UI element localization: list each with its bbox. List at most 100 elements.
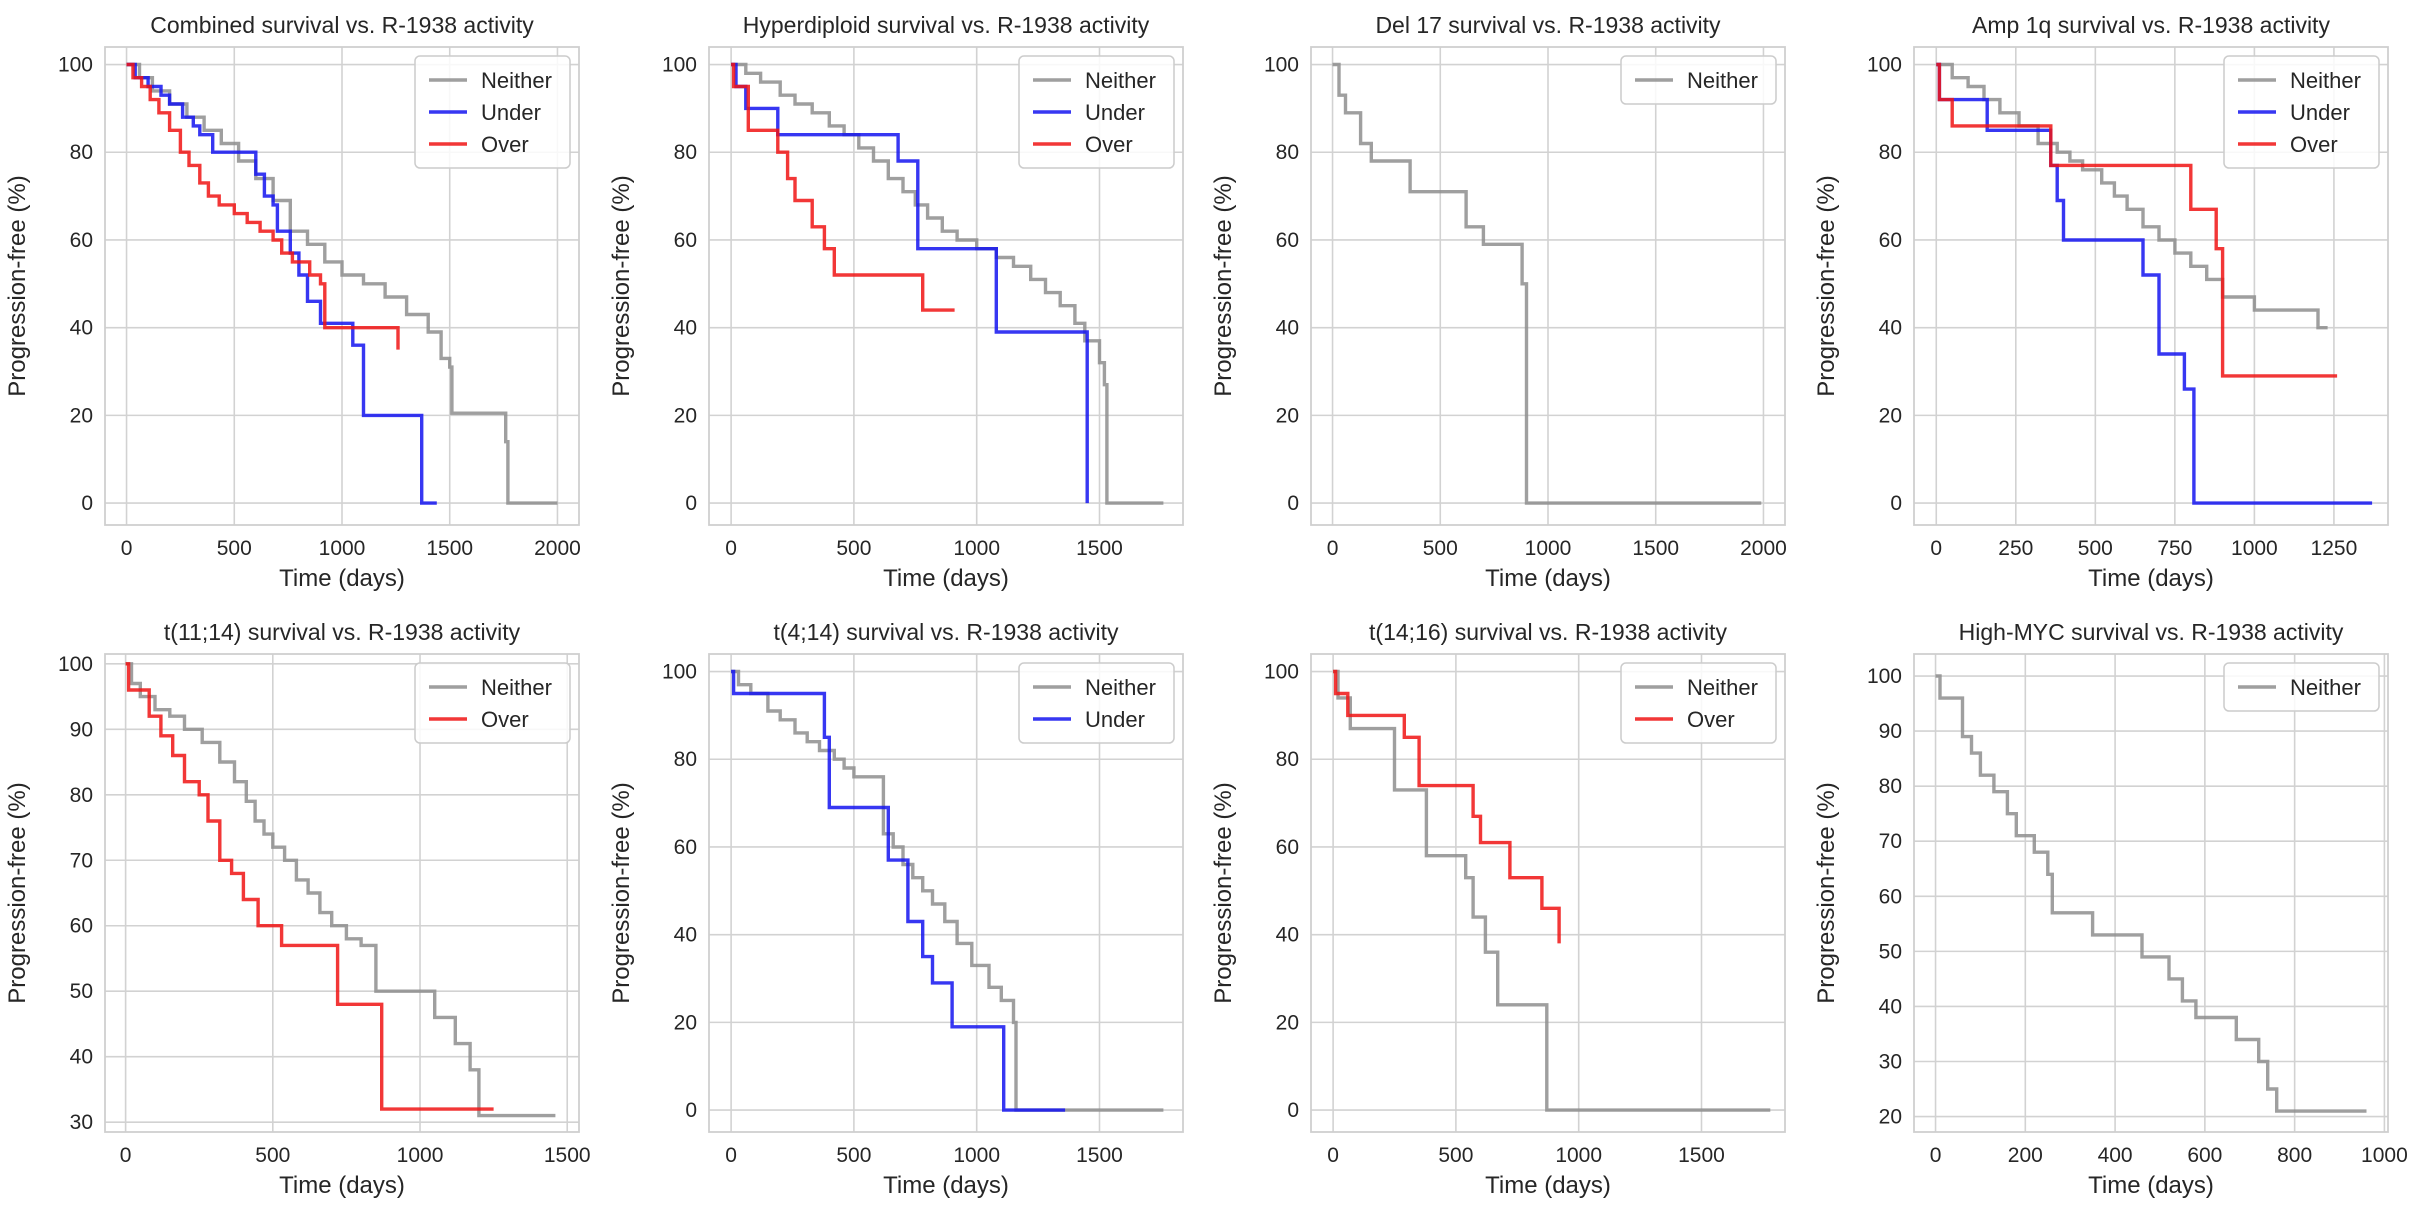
legend-label: Under	[481, 100, 541, 125]
y-tick-label: 0	[685, 492, 697, 515]
legend-label: Neither	[2290, 675, 2361, 700]
legend: Neither	[2223, 662, 2380, 712]
y-tick-label: 30	[1879, 1051, 1902, 1074]
x-tick-label: 1000	[2231, 537, 2278, 560]
y-tick-label: 60	[674, 229, 697, 252]
y-tick-label: 0	[1287, 1099, 1299, 1122]
x-tick-label: 0	[1327, 1144, 1339, 1167]
y-axis-label: Progression-free (%)	[1210, 782, 1237, 1003]
legend-box	[414, 662, 571, 744]
legend-box	[1018, 55, 1175, 169]
x-tick-label: 1000	[397, 1144, 444, 1167]
chart-title: t(11;14) survival vs. R-1938 activity	[164, 619, 521, 645]
x-tick-label: 500	[836, 1144, 871, 1167]
x-tick-label: 0	[725, 1144, 737, 1167]
legend-box	[1018, 662, 1175, 744]
x-tick-label: 1250	[2311, 537, 2358, 560]
y-tick-label: 90	[1879, 720, 1902, 743]
y-tick-label: 30	[70, 1111, 93, 1134]
series-line-neither	[126, 62, 558, 505]
y-tick-label: 80	[1276, 748, 1299, 771]
y-tick-label: 80	[674, 748, 697, 771]
chart-title: Combined survival vs. R-1938 activity	[150, 12, 534, 38]
x-tick-label: 600	[2187, 1144, 2222, 1167]
y-axis-label: Progression-free (%)	[1813, 175, 1840, 396]
x-tick-label: 1000	[319, 537, 366, 560]
y-tick-label: 40	[1879, 317, 1902, 340]
series-line-neither	[1332, 62, 1762, 505]
chart-panel-5: t(11;14) survival vs. R-1938 activity 0 50…	[4, 619, 591, 1199]
y-tick-label: 0	[1287, 492, 1299, 515]
legend-label: Neither	[1085, 675, 1156, 700]
y-axis-label: Progression-free (%)	[608, 782, 635, 1003]
y-axis-label: Progression-free (%)	[4, 782, 31, 1003]
y-axis-label: Progression-free (%)	[1813, 782, 1840, 1003]
y-tick-label: 40	[70, 1046, 93, 1069]
y-tick-label: 80	[1276, 141, 1299, 164]
series-line-neither	[1935, 674, 2367, 1113]
y-tick-label: 60	[1879, 885, 1902, 908]
y-tick-label: 100	[1264, 54, 1299, 77]
x-axis-label: Time (days)	[279, 1172, 405, 1199]
plot-frame	[104, 653, 580, 1133]
y-tick-label: 50	[70, 980, 93, 1003]
gridlines	[105, 654, 579, 1132]
legend-box	[414, 55, 571, 169]
x-tick-label: 2000	[534, 537, 581, 560]
y-tick-label: 80	[1879, 775, 1902, 798]
x-tick-label: 1500	[426, 537, 473, 560]
y-tick-label: 100	[1264, 661, 1299, 684]
series-line-neither	[731, 669, 1164, 1112]
y-axis-label: Progression-free (%)	[608, 175, 635, 396]
y-tick-label: 40	[70, 317, 93, 340]
x-tick-label: 1000	[953, 1144, 1000, 1167]
legend-box	[2223, 662, 2380, 712]
y-tick-label: 0	[1890, 492, 1902, 515]
series-line-neither	[731, 62, 1164, 505]
y-tick-label: 100	[58, 54, 93, 77]
x-tick-label: 0	[1327, 537, 1339, 560]
y-tick-label: 80	[674, 141, 697, 164]
y-axis-label: Progression-free (%)	[1210, 175, 1237, 396]
series-line-under	[731, 669, 1066, 1112]
legend: Neither Under Over	[414, 55, 571, 169]
legend: Neither Under	[1018, 662, 1175, 744]
legend-box	[2223, 55, 2380, 169]
gridlines	[1914, 654, 2388, 1132]
y-tick-label: 20	[1276, 404, 1299, 427]
y-tick-label: 40	[1879, 995, 1902, 1018]
chart-panel-1: Combined survival vs. R-1938 activity 0 50…	[4, 12, 581, 592]
x-axis-label: Time (days)	[2088, 565, 2214, 592]
y-axis-label: Progression-free (%)	[4, 175, 31, 396]
y-tick-label: 100	[58, 653, 93, 676]
chart-title: High-MYC survival vs. R-1938 activity	[1959, 619, 2344, 645]
y-tick-label: 20	[70, 404, 93, 427]
x-axis-label: Time (days)	[279, 565, 405, 592]
y-tick-label: 60	[70, 915, 93, 938]
legend-label: Neither	[1687, 675, 1758, 700]
y-tick-label: 60	[1276, 229, 1299, 252]
legend-label: Over	[481, 132, 529, 157]
plot-frame	[708, 653, 1184, 1133]
x-tick-label: 1500	[1076, 1144, 1123, 1167]
legend-label: Over	[481, 707, 529, 732]
y-tick-label: 40	[674, 317, 697, 340]
x-tick-label: 2000	[1740, 537, 1787, 560]
x-tick-label: 500	[217, 537, 252, 560]
y-tick-label: 20	[1276, 1011, 1299, 1034]
x-tick-label: 0	[725, 537, 737, 560]
x-tick-label: 0	[120, 1144, 132, 1167]
x-axis-label: Time (days)	[883, 565, 1009, 592]
chart-panel-3: Del 17 survival vs. R-1938 activity 0 500 1…	[1210, 12, 1787, 592]
plot-frame	[104, 46, 580, 526]
x-axis-label: Time (days)	[883, 1172, 1009, 1199]
y-tick-label: 70	[1879, 830, 1902, 853]
legend: Neither Under Over	[2223, 55, 2380, 169]
legend-label: Neither	[481, 68, 552, 93]
chart-title: Del 17 survival vs. R-1938 activity	[1375, 12, 1721, 38]
legend: Neither	[1620, 55, 1777, 105]
chart-title: t(4;14) survival vs. R-1938 activity	[773, 619, 1119, 645]
x-tick-label: 1500	[1076, 537, 1123, 560]
series-line-under	[1936, 62, 2373, 505]
